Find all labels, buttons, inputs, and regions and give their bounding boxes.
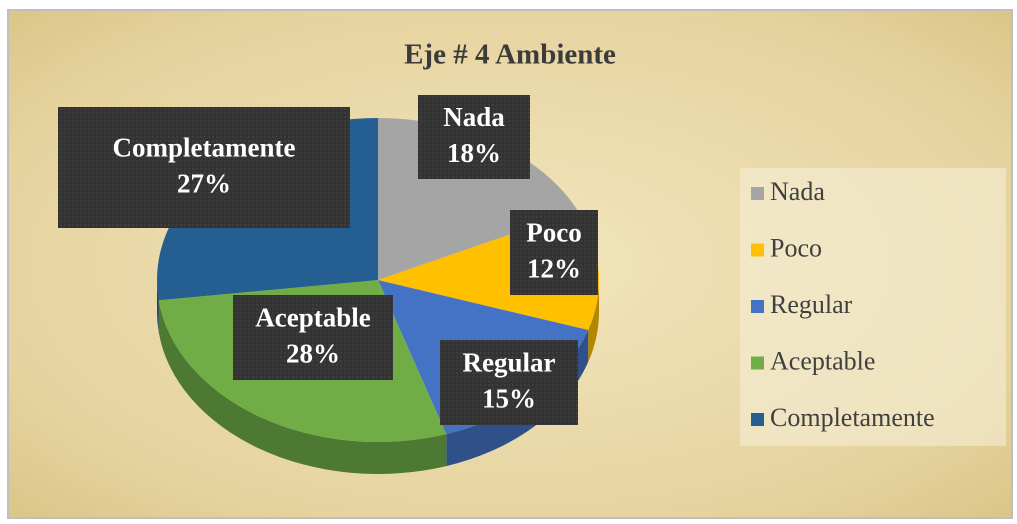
legend-swatch — [751, 243, 764, 257]
data-label-value: 18% — [447, 138, 501, 168]
data-label-box — [418, 95, 530, 179]
slice-side — [588, 280, 599, 363]
data-label-box — [58, 107, 350, 228]
legend-label: Nada — [770, 177, 825, 206]
legend-swatch — [751, 300, 764, 313]
data-label-name: Aceptable — [255, 303, 370, 333]
legend-label: Completamente — [770, 403, 935, 432]
data-label-value: 12% — [527, 254, 581, 284]
data-label-name: Completamente — [113, 133, 296, 163]
data-label-value: 15% — [482, 384, 536, 414]
data-label-box — [440, 340, 578, 425]
legend-swatch — [751, 356, 764, 370]
slice-side — [158, 300, 447, 474]
data-label-box — [233, 295, 393, 380]
data-label-value: 28% — [286, 339, 340, 369]
slice-side — [157, 280, 159, 333]
data-label-name: Regular — [463, 348, 556, 378]
legend-label: Poco — [770, 233, 822, 262]
slice-side — [446, 330, 589, 467]
data-label-name: Poco — [526, 218, 581, 248]
legend-label: Aceptable — [770, 346, 875, 375]
legend-swatch — [751, 187, 764, 200]
legend-label: Regular — [770, 290, 853, 319]
legend — [740, 168, 1006, 446]
data-label-box — [510, 210, 598, 295]
data-label-value: 27% — [177, 169, 231, 199]
legend-swatch — [751, 413, 764, 426]
chart-title: Eje # 4 Ambiente — [404, 39, 616, 71]
data-label-name: Nada — [443, 102, 505, 132]
